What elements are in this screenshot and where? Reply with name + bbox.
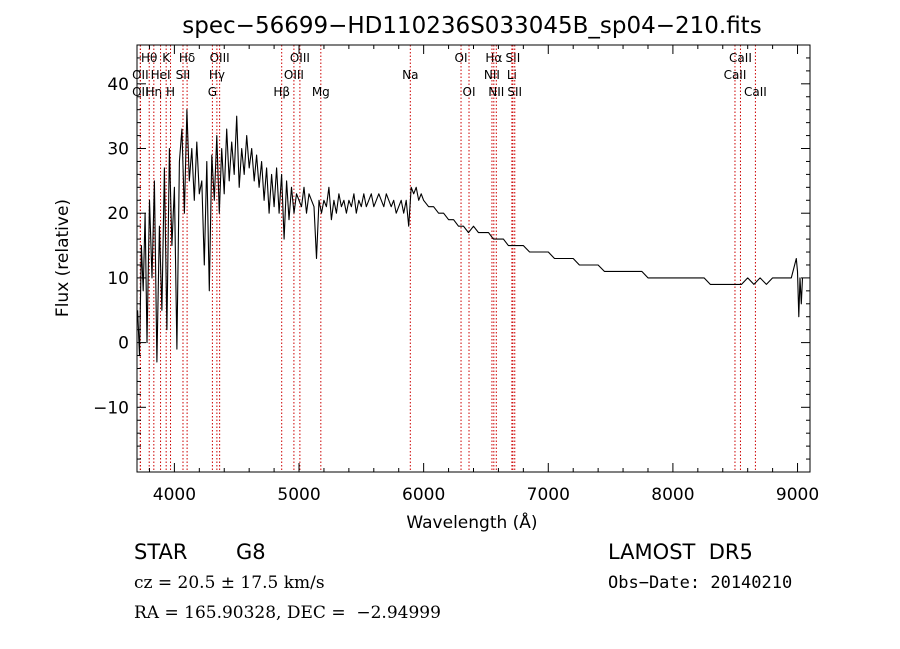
x-tick-label: 6000 <box>402 485 445 505</box>
x-axis-label: Wavelength (Å) <box>406 511 537 533</box>
x-tick-label: 4000 <box>153 485 196 505</box>
spectral-line-label: G <box>208 85 217 99</box>
y-tick-label: −10 <box>93 398 129 418</box>
spectral-line-label: CaII <box>744 85 767 99</box>
y-axis-label: Flux (relative) <box>53 199 73 317</box>
plot-frame <box>136 44 811 473</box>
spectral-line-label: Li <box>507 68 517 82</box>
spectral-line-label: Hδ <box>179 51 195 65</box>
x-tick-label: 8000 <box>651 485 694 505</box>
spectral-line-label: Hβ <box>273 85 290 99</box>
x-tick-label: 5000 <box>277 485 320 505</box>
spectral-line-label: K <box>162 51 171 65</box>
chart-title: spec−56699−HD110236S033045B_sp04−210.fit… <box>182 13 761 39</box>
spectral-line-label: SII <box>506 51 521 65</box>
y-tick-label: 0 <box>118 334 129 354</box>
spectral-line-label: CaII <box>729 51 752 65</box>
spectral-line-label: Hα <box>485 51 502 65</box>
spectral-line-label: SII <box>176 68 191 82</box>
x-tick-label: 7000 <box>527 485 570 505</box>
spectral-line-label: OIII <box>290 51 310 65</box>
spectral-line-label: H <box>166 85 175 99</box>
y-tick-label: 40 <box>107 75 129 95</box>
spectral-line-label: NII <box>484 68 500 82</box>
y-tick-label: 10 <box>107 269 129 289</box>
spectral-line-label: Hη <box>146 85 163 99</box>
spectral-line-label: CaII <box>724 68 747 82</box>
spectrum-line <box>137 109 804 363</box>
y-tick-label: 30 <box>107 140 129 160</box>
y-tick-label: 20 <box>107 204 129 224</box>
object-subclass: G8 <box>236 540 266 564</box>
spectral-line-label: Mg <box>312 85 330 99</box>
spectral-line-label: OIII <box>284 68 304 82</box>
spectral-line-label: OII <box>132 68 149 82</box>
spectral-line-label: Na <box>402 68 418 82</box>
spectral-line-label: SII <box>507 85 522 99</box>
coordinates: RA = 165.90328, DEC = −2.94999 <box>134 603 441 623</box>
spectral-line-label: OI <box>455 51 468 65</box>
spectral-line-label: OI <box>463 85 476 99</box>
spectral-line-label: OII <box>132 85 149 99</box>
survey-name: LAMOST DR5 <box>608 540 753 564</box>
spectral-line-label: NII <box>488 85 504 99</box>
object-class: STAR <box>134 540 188 564</box>
axis-ticks: 4000 5000 6000 7000 8000 9000 −10 0 10 20 30 40 <box>93 44 819 505</box>
redshift-velocity: cz = 20.5 ± 17.5 km/s <box>134 573 325 593</box>
spectral-line-label: Hγ <box>209 68 225 82</box>
spectral-line-label: OIII <box>210 51 230 65</box>
x-tick-label: 9000 <box>776 485 819 505</box>
spectrum-series <box>137 109 804 363</box>
spectral-line-label: Hθ <box>141 51 157 65</box>
observation-date: Obs−Date: 20140210 <box>608 573 793 593</box>
spectral-line-label: HeI <box>151 68 171 82</box>
